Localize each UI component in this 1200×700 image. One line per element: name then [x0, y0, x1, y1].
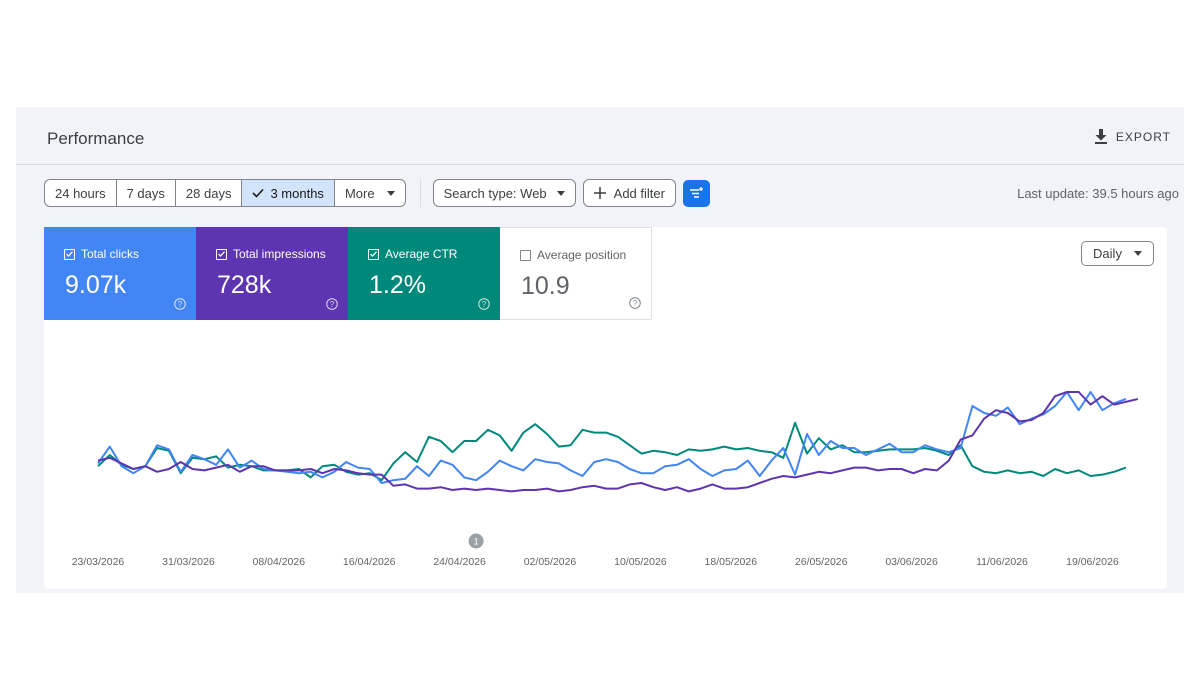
performance-panel: Performance EXPORT 24 hours 7 days 28 da…: [16, 107, 1184, 593]
x-tick-label: 31/03/2026: [162, 556, 215, 568]
plus-icon: [593, 187, 606, 199]
metric-value: 10.9: [521, 272, 570, 300]
filter-settings-button[interactable]: [682, 179, 710, 207]
performance-line-chart: 23/03/2026 31/03/2026 08/04/2026 16/04/2026…: [72, 391, 1139, 568]
svg-text:?: ?: [330, 300, 335, 309]
x-tick-label: 11/06/2026: [976, 556, 1028, 568]
metric-average-ctr[interactable]: Average CTR 1.2% ?: [348, 227, 500, 320]
export-button[interactable]: EXPORT: [1094, 129, 1171, 144]
chart-card: Total clicks 9.07k ? Total impressions 7…: [44, 227, 1167, 589]
last-update-text: Last update: 39.5 hours ago: [1017, 186, 1179, 201]
metric-total-impressions[interactable]: Total impressions 728k ?: [196, 227, 348, 320]
range-28-days[interactable]: 28 days: [176, 180, 243, 206]
range-3-months[interactable]: 3 months: [242, 180, 335, 206]
checkbox-checked-icon[interactable]: [64, 248, 75, 260]
date-range-selector: 24 hours 7 days 28 days 3 months More: [44, 179, 406, 207]
metric-average-position[interactable]: Average position 10.9 ?: [500, 227, 652, 320]
help-icon[interactable]: ?: [478, 298, 490, 310]
x-tick-label: 18/05/2026: [705, 556, 758, 568]
panel-header: Performance EXPORT: [16, 107, 1184, 165]
series-line-total-impressions: [97, 391, 1139, 493]
x-tick-label: 08/04/2026: [253, 556, 306, 568]
granularity-dropdown[interactable]: Daily: [1081, 241, 1154, 266]
chevron-down-icon: [556, 190, 565, 196]
metric-label: Average position: [537, 248, 627, 262]
toolbar-divider: [419, 179, 421, 207]
checkbox-checked-icon[interactable]: [368, 248, 379, 260]
metric-value: 1.2%: [369, 271, 426, 299]
annotation-marker[interactable]: 1: [468, 533, 484, 549]
x-tick-label: 19/06/2026: [1066, 556, 1119, 568]
x-tick-label: 24/04/2026: [433, 556, 486, 568]
x-tick-label: 02/05/2026: [524, 556, 577, 568]
x-tick-label: 10/05/2026: [614, 556, 667, 568]
range-24-hours[interactable]: 24 hours: [45, 180, 117, 206]
checkbox-unchecked-icon[interactable]: [520, 249, 531, 261]
help-icon[interactable]: ?: [326, 298, 338, 310]
annotation-dot[interactable]: [468, 533, 484, 549]
filter-toolbar: 24 hours 7 days 28 days 3 months More Se…: [44, 179, 710, 207]
checkbox-checked-icon[interactable]: [216, 248, 227, 260]
metric-total-clicks[interactable]: Total clicks 9.07k ?: [44, 227, 196, 320]
metric-label: Average CTR: [385, 247, 458, 261]
metric-value: 9.07k: [65, 271, 127, 299]
x-tick-label: 03/06/2026: [885, 556, 938, 568]
x-tick-label: 23/03/2026: [72, 556, 125, 568]
download-icon: [1094, 129, 1107, 144]
svg-text:?: ?: [633, 299, 638, 308]
help-icon[interactable]: ?: [174, 298, 186, 310]
help-icon[interactable]: ?: [629, 297, 641, 309]
metric-value: 728k: [217, 271, 272, 299]
range-more-dropdown[interactable]: More: [335, 180, 405, 206]
filter-sliders-icon: [690, 187, 704, 198]
x-tick-label: 26/05/2026: [795, 556, 848, 568]
svg-text:?: ?: [178, 300, 183, 309]
metric-label: Total clicks: [81, 247, 140, 261]
range-7-days[interactable]: 7 days: [117, 180, 176, 206]
svg-text:?: ?: [482, 300, 487, 309]
metric-label: Total impressions: [233, 247, 326, 261]
search-type-dropdown[interactable]: Search type: Web: [432, 179, 576, 207]
annotation-label: 1: [474, 537, 479, 547]
page-title: Performance: [47, 129, 145, 148]
check-icon: [252, 188, 265, 198]
series-line-average-ctr: [97, 421, 1127, 482]
export-label: EXPORT: [1115, 129, 1171, 144]
x-tick-label: 16/04/2026: [343, 556, 396, 568]
chevron-down-icon: [1133, 251, 1142, 256]
series-line-total-clicks: [97, 391, 1127, 484]
chevron-down-icon: [386, 190, 395, 196]
add-filter-button[interactable]: Add filter: [582, 179, 676, 207]
